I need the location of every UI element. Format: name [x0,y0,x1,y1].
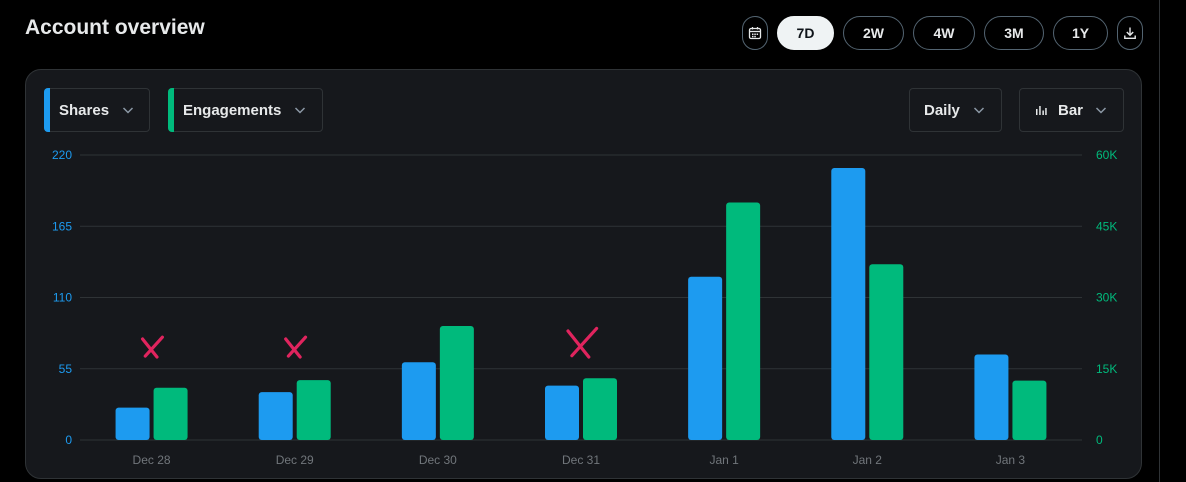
bar-chart-icon [1036,106,1047,115]
chevron-down-icon [294,107,306,114]
interval-dropdown[interactable]: Daily [909,88,1002,132]
chart-type-dropdown[interactable]: Bar [1019,88,1124,132]
chevron-down-icon [973,107,985,114]
range-3m-button[interactable]: 3M [984,16,1044,50]
download-icon [1124,27,1136,40]
metric-left-label: Shares [59,101,110,119]
interval-label: Daily [924,101,960,119]
engagements-color-accent [168,88,174,132]
right-divider [1159,0,1160,482]
metric-left-dropdown[interactable]: Shares [44,88,150,132]
chart-type-label: Bar [1058,101,1084,119]
chevron-down-icon [122,107,134,114]
download-button[interactable] [1117,16,1143,50]
metric-right-dropdown[interactable]: Engagements [168,88,323,132]
page-title: Account overview [25,16,205,39]
chevron-down-icon [1095,107,1107,114]
range-7d-button[interactable]: 7D [777,16,834,50]
range-2w-button[interactable]: 2W [843,16,904,50]
shares-color-accent [44,88,50,132]
range-4w-button[interactable]: 4W [913,16,975,50]
calendar-icon [748,27,762,40]
calendar-button[interactable] [742,16,768,50]
metric-right-label: Engagements [183,101,282,119]
chart-panel: Shares Engagements Daily Bar [25,69,1142,479]
range-1y-button[interactable]: 1Y [1053,16,1108,50]
